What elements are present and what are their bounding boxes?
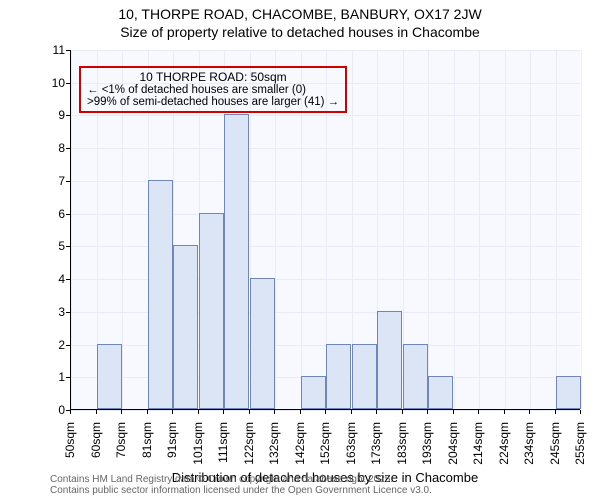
xtick-mark xyxy=(274,410,275,414)
xtick-mark xyxy=(147,410,148,414)
gridline-v xyxy=(71,50,72,409)
plot-area: 10 THORPE ROAD: 50sqm← <1% of detached h… xyxy=(70,50,580,410)
histogram-bar xyxy=(352,344,377,409)
gridline-v xyxy=(454,50,455,409)
histogram-bar xyxy=(173,245,198,409)
histogram-bar xyxy=(301,376,326,409)
gridline-v xyxy=(530,50,531,409)
gridline-v xyxy=(428,50,429,409)
ytick-label: 2 xyxy=(35,338,65,352)
ytick-mark xyxy=(66,115,70,116)
xtick-mark xyxy=(198,410,199,414)
attribution-footer: Contains HM Land Registry data © Crown c… xyxy=(50,474,432,496)
xtick-mark xyxy=(529,410,530,414)
xtick-mark xyxy=(249,410,250,414)
histogram-bar xyxy=(428,376,453,409)
ytick-label: 9 xyxy=(35,108,65,122)
gridline-v xyxy=(581,50,582,409)
xtick-mark xyxy=(580,410,581,414)
xtick-mark xyxy=(300,410,301,414)
annotation-line1: ← <1% of detached houses are smaller (0) xyxy=(87,84,339,96)
xtick-mark xyxy=(555,410,556,414)
chart-container: Number of detached properties 10 THORPE … xyxy=(50,50,580,430)
ytick-label: 3 xyxy=(35,305,65,319)
chart-title: 10, THORPE ROAD, CHACOMBE, BANBURY, OX17… xyxy=(0,0,600,40)
ytick-mark xyxy=(66,214,70,215)
xtick-mark xyxy=(504,410,505,414)
ytick-mark xyxy=(66,246,70,247)
xtick-mark xyxy=(402,410,403,414)
footer-line1: Contains HM Land Registry data © Crown c… xyxy=(50,474,432,485)
ytick-mark xyxy=(66,83,70,84)
ytick-mark xyxy=(66,50,70,51)
ytick-mark xyxy=(66,181,70,182)
ytick-mark xyxy=(66,312,70,313)
xtick-mark xyxy=(121,410,122,414)
histogram-bar xyxy=(250,278,275,409)
xtick-mark xyxy=(96,410,97,414)
footer-line2: Contains public sector information licen… xyxy=(50,485,432,496)
annotation-box: 10 THORPE ROAD: 50sqm← <1% of detached h… xyxy=(79,66,347,113)
xtick-mark xyxy=(172,410,173,414)
gridline-v xyxy=(556,50,557,409)
histogram-bar xyxy=(556,376,581,409)
ytick-mark xyxy=(66,279,70,280)
xtick-mark xyxy=(453,410,454,414)
xtick-mark xyxy=(478,410,479,414)
histogram-bar xyxy=(403,344,428,409)
ytick-label: 4 xyxy=(35,272,65,286)
histogram-bar xyxy=(97,344,122,409)
ytick-label: 11 xyxy=(35,43,65,57)
ytick-label: 6 xyxy=(35,207,65,221)
ytick-mark xyxy=(66,377,70,378)
ytick-mark xyxy=(66,148,70,149)
xtick-mark xyxy=(325,410,326,414)
xtick-mark xyxy=(427,410,428,414)
annotation-line2: >99% of semi-detached houses are larger … xyxy=(87,96,339,108)
histogram-bar xyxy=(199,213,224,409)
ytick-label: 10 xyxy=(35,76,65,90)
ytick-label: 0 xyxy=(35,403,65,417)
annotation-title: 10 THORPE ROAD: 50sqm xyxy=(87,70,339,84)
histogram-bar xyxy=(148,180,173,409)
histogram-bar xyxy=(224,114,249,409)
ytick-label: 7 xyxy=(35,174,65,188)
xtick-mark xyxy=(70,410,71,414)
title-line2: Size of property relative to detached ho… xyxy=(0,22,600,40)
title-line1: 10, THORPE ROAD, CHACOMBE, BANBURY, OX17… xyxy=(0,0,600,22)
ytick-label: 1 xyxy=(35,370,65,384)
ytick-label: 5 xyxy=(35,239,65,253)
histogram-bar xyxy=(326,344,351,409)
gridline-v xyxy=(479,50,480,409)
xtick-mark xyxy=(351,410,352,414)
ytick-label: 8 xyxy=(35,141,65,155)
ytick-mark xyxy=(66,345,70,346)
histogram-bar xyxy=(377,311,402,409)
gridline-v xyxy=(505,50,506,409)
xtick-mark xyxy=(376,410,377,414)
xtick-mark xyxy=(223,410,224,414)
